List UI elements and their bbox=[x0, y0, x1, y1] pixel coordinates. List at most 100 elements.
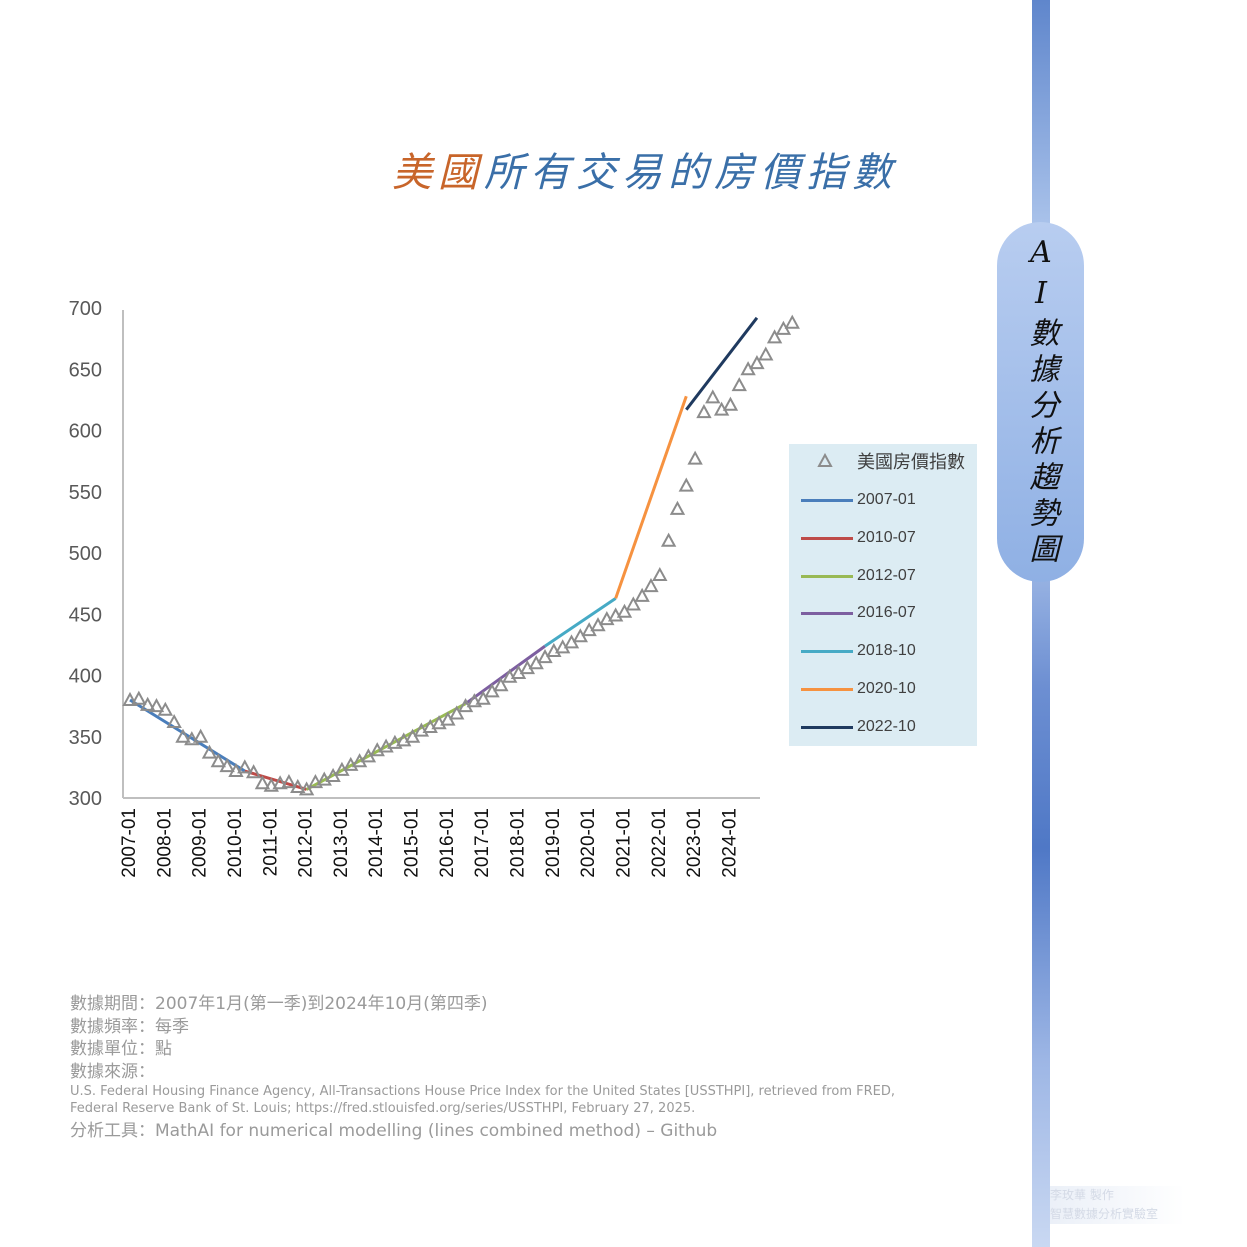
data-markers bbox=[122, 314, 800, 796]
data-point-marker bbox=[722, 396, 739, 411]
x-tick-labels: 2007-01 2008-01 2009-01 2010-01 2011-01 2012-… bbox=[119, 808, 740, 878]
title-part1: 美國 bbox=[392, 150, 484, 196]
data-point-marker bbox=[705, 389, 721, 404]
data-point-marker bbox=[758, 346, 774, 361]
data-point-marker bbox=[298, 781, 315, 796]
x-tick-label: 2008-01 bbox=[154, 808, 175, 878]
data-point-marker bbox=[660, 532, 677, 547]
data-point-marker bbox=[731, 377, 747, 392]
segment-line-2020-10 bbox=[614, 395, 688, 599]
title-part2: 所有交易的房價指數 bbox=[484, 150, 898, 196]
legend-item-2022-10: 2022-10 bbox=[789, 715, 977, 739]
data-point-marker bbox=[192, 728, 209, 743]
segment-line-2016-07 bbox=[464, 644, 546, 705]
data-point-marker bbox=[625, 596, 641, 611]
footer-source-line1: U.S. Federal Housing Finance Agency, All… bbox=[70, 1084, 895, 1099]
legend-line-swatch bbox=[801, 688, 853, 691]
credit-line2: 智慧數據分析實驗室 bbox=[1050, 1207, 1159, 1221]
data-point-marker bbox=[210, 753, 226, 768]
data-point-marker bbox=[201, 744, 218, 759]
x-tick-label: 2011-01 bbox=[260, 808, 281, 876]
legend-line-swatch bbox=[801, 612, 853, 616]
y-tick-label: 600 bbox=[69, 421, 102, 443]
data-point-marker bbox=[237, 759, 253, 774]
legend-label: 2018-10 bbox=[857, 642, 916, 660]
legend-label: 2016-07 bbox=[857, 604, 916, 622]
data-point-marker bbox=[281, 773, 297, 789]
footer-unit: 數據單位：點 bbox=[70, 1039, 172, 1059]
legend-item-2020-10: 2020-10 bbox=[789, 677, 977, 701]
y-tick-label: 500 bbox=[69, 543, 102, 565]
y-tick-label: 700 bbox=[69, 298, 102, 320]
footer-source-line2: Federal Reserve Bank of St. Louis; https… bbox=[70, 1101, 696, 1116]
y-tick-label: 650 bbox=[69, 359, 102, 381]
segment-lines bbox=[129, 316, 759, 791]
data-point-marker bbox=[687, 450, 703, 465]
y-tick-label: 400 bbox=[69, 666, 102, 688]
data-point-marker bbox=[166, 713, 182, 729]
credit-line1: 李玫華 製作 bbox=[1050, 1188, 1114, 1202]
data-point-marker bbox=[475, 690, 491, 705]
x-tick-label: 2013-01 bbox=[331, 808, 352, 878]
segment-line-2022-10 bbox=[685, 316, 759, 411]
data-point-marker bbox=[493, 677, 509, 692]
data-point-marker bbox=[466, 693, 483, 708]
x-tick-label: 2021-01 bbox=[613, 808, 634, 878]
footer-tool: 分析工具：MathAI for numerical modelling (lin… bbox=[70, 1121, 718, 1141]
legend-line-swatch bbox=[801, 650, 853, 654]
x-tick-label: 2014-01 bbox=[366, 808, 387, 878]
footer-source-label: 數據來源： bbox=[70, 1061, 155, 1082]
legend-label: 2007-01 bbox=[857, 491, 916, 508]
data-point-marker bbox=[157, 701, 174, 716]
side-label-text: AI數據分析趨勢圖 bbox=[1023, 235, 1059, 569]
legend-line-swatch bbox=[801, 499, 853, 502]
x-tick-label: 2010-01 bbox=[225, 808, 246, 878]
x-tick-label: 2020-01 bbox=[578, 808, 599, 878]
legend-label: 2010-07 bbox=[857, 528, 916, 546]
x-tick-label: 2019-01 bbox=[543, 808, 564, 878]
x-tick-label: 2017-01 bbox=[472, 808, 493, 878]
legend-label: 美國房價指數 bbox=[857, 452, 965, 472]
legend-line-swatch bbox=[801, 536, 853, 540]
author-credit: 李玫華 製作 智慧數據分析實驗室 bbox=[1050, 1186, 1185, 1224]
footer-period: 數據期間：2007年1月(第一季)到2024年10月(第四季) bbox=[70, 994, 488, 1014]
data-point-marker bbox=[669, 500, 686, 515]
data-point-marker bbox=[148, 698, 165, 713]
x-tick-label: 2016-01 bbox=[437, 808, 458, 878]
legend-item-2018-10: 2018-10 bbox=[789, 639, 977, 663]
footer-notes: 數據期間：2007年1月(第一季)到2024年10月(第四季) 數據頻率：每季 … bbox=[70, 993, 970, 1143]
y-tick-label: 450 bbox=[69, 604, 102, 626]
chart-axes bbox=[122, 310, 760, 799]
x-tick-label: 2009-01 bbox=[190, 808, 211, 878]
data-point-marker bbox=[634, 587, 650, 602]
data-point-marker bbox=[184, 731, 200, 746]
data-point-marker bbox=[784, 314, 800, 329]
segment-line-2010-07 bbox=[244, 769, 308, 791]
x-tick-label: 2015-01 bbox=[402, 808, 423, 878]
x-tick-label: 2007-01 bbox=[119, 808, 140, 878]
y-tick-label: 300 bbox=[69, 788, 102, 810]
data-point-marker bbox=[307, 773, 324, 789]
data-point-marker bbox=[643, 577, 659, 593]
x-tick-label: 2012-01 bbox=[296, 808, 317, 878]
legend-label: 2020-10 bbox=[857, 680, 916, 697]
x-tick-label: 2022-01 bbox=[649, 808, 670, 878]
x-tick-label: 2024-01 bbox=[719, 808, 740, 878]
data-point-marker bbox=[290, 778, 306, 793]
legend-item-points: 美國房價指數 bbox=[789, 449, 977, 473]
triangle-marker-icon bbox=[817, 453, 833, 467]
footer-frequency: 數據頻率：每季 bbox=[70, 1016, 189, 1037]
data-point-marker bbox=[616, 603, 633, 618]
y-tick-label: 550 bbox=[69, 482, 102, 504]
data-point-marker bbox=[139, 696, 156, 711]
x-tick-label: 2023-01 bbox=[684, 808, 705, 878]
legend-label: 2022-10 bbox=[857, 717, 916, 735]
side-label-pill: AI數據分析趨勢圖 bbox=[997, 222, 1084, 582]
chart-legend: 美國房價指數 2007-01 2010-07 2012-07 2016-07 2018-1… bbox=[789, 444, 977, 746]
data-point-marker bbox=[122, 691, 138, 706]
legend-item-2007-01: 2007-01 bbox=[789, 488, 977, 512]
data-point-marker bbox=[749, 355, 765, 370]
data-point-marker bbox=[245, 764, 262, 779]
legend-line-swatch bbox=[801, 725, 853, 729]
